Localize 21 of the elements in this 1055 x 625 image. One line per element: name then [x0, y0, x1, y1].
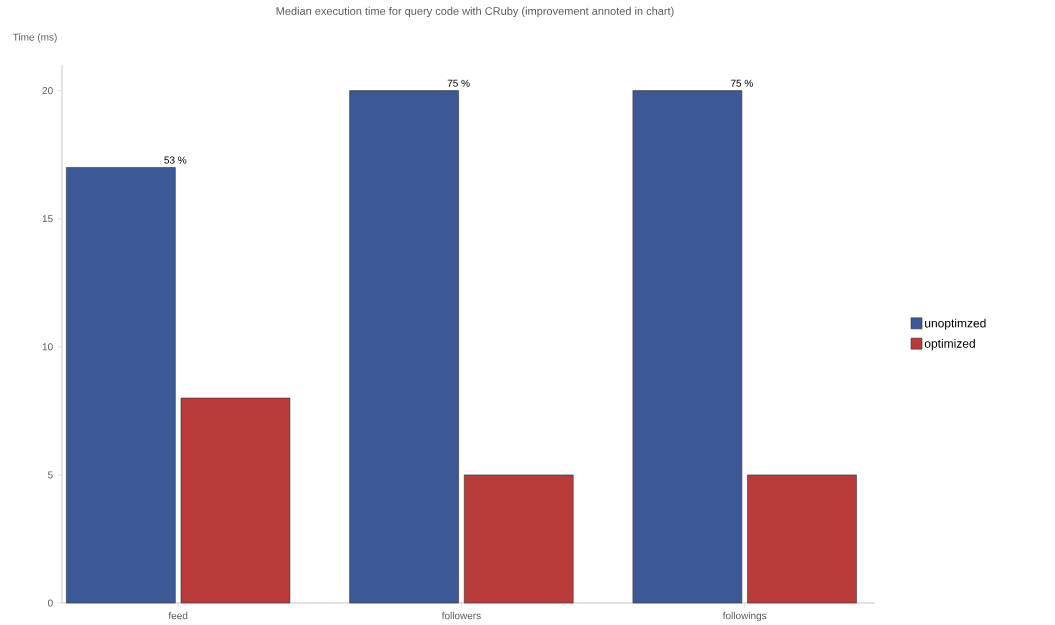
y-tick-label: 0	[47, 599, 53, 607]
bar	[463, 474, 574, 604]
bar	[632, 90, 743, 604]
y-tick-label: 20	[42, 87, 53, 95]
annotation: 75 %	[730, 79, 753, 87]
bar	[180, 397, 291, 604]
bar	[747, 474, 857, 604]
x-tick-label: feed	[168, 611, 188, 620]
legend-label: unoptimzed	[925, 318, 986, 330]
y-tick-label: 10	[42, 343, 53, 351]
bar	[66, 167, 176, 604]
y-tick-label: 5	[47, 471, 53, 479]
y-tick-label: 15	[42, 215, 53, 223]
x-tick-label: followers	[441, 611, 481, 620]
legend-label: optimized	[924, 339, 975, 351]
chart-title: Median execution time for query code with CRuby (improvement annoted in chart)	[276, 6, 674, 18]
y-axis-title: Time (ms)	[12, 33, 57, 43]
annotation: 75 %	[447, 79, 470, 87]
x-tick-label: followings	[722, 611, 767, 622]
bar	[349, 90, 459, 604]
annotation: 53 %	[164, 156, 187, 164]
